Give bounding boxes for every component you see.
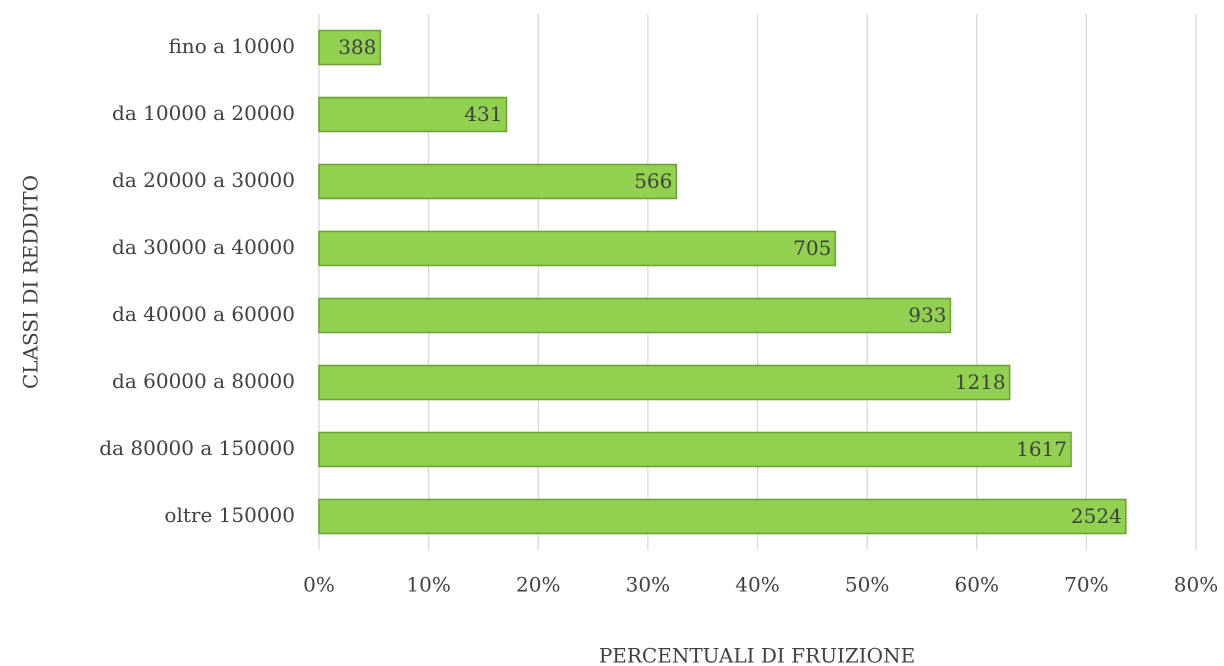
y-tick-label: da 10000 a 20000 xyxy=(112,101,295,125)
bar-label: 431 xyxy=(464,102,502,126)
x-tick-label: 30% xyxy=(626,573,670,597)
bar xyxy=(318,364,1011,401)
x-tick-label: 50% xyxy=(845,573,889,597)
bar-label: 933 xyxy=(908,303,946,327)
x-tick-label: 10% xyxy=(406,573,450,597)
bar xyxy=(318,297,952,334)
y-tick-label: da 20000 a 30000 xyxy=(112,168,295,192)
y-tick-label: oltre 150000 xyxy=(164,503,295,527)
y-tick-label: da 30000 a 40000 xyxy=(112,235,295,259)
bar xyxy=(318,431,1072,468)
x-tick-label: 0% xyxy=(303,573,335,597)
bar-label: 705 xyxy=(793,236,831,260)
bar xyxy=(318,163,678,200)
x-tick-label: 40% xyxy=(735,573,779,597)
x-tick-label: 60% xyxy=(955,573,999,597)
bar xyxy=(318,29,382,66)
bar xyxy=(318,498,1127,535)
x-tick-label: 80% xyxy=(1174,573,1218,597)
bar-label: 1218 xyxy=(955,370,1006,394)
bar-label: 1617 xyxy=(1016,437,1067,461)
y-tick-label: da 60000 a 80000 xyxy=(112,369,295,393)
y-tick-label: da 80000 a 150000 xyxy=(99,436,295,460)
x-tick-label: 70% xyxy=(1064,573,1108,597)
x-tick-label: 20% xyxy=(516,573,560,597)
bar xyxy=(318,96,508,133)
bar-label: 2524 xyxy=(1071,504,1122,528)
y-tick-label: fino a 10000 xyxy=(168,34,295,58)
y-tick-label: da 40000 a 60000 xyxy=(112,302,295,326)
bar-label: 388 xyxy=(338,35,376,59)
bar-label: 566 xyxy=(634,169,672,193)
y-axis-title: CLASSI DI REDDITO xyxy=(19,175,43,389)
x-axis-title: PERCENTUALI DI FRUIZIONE xyxy=(599,644,915,666)
bar xyxy=(318,230,837,267)
